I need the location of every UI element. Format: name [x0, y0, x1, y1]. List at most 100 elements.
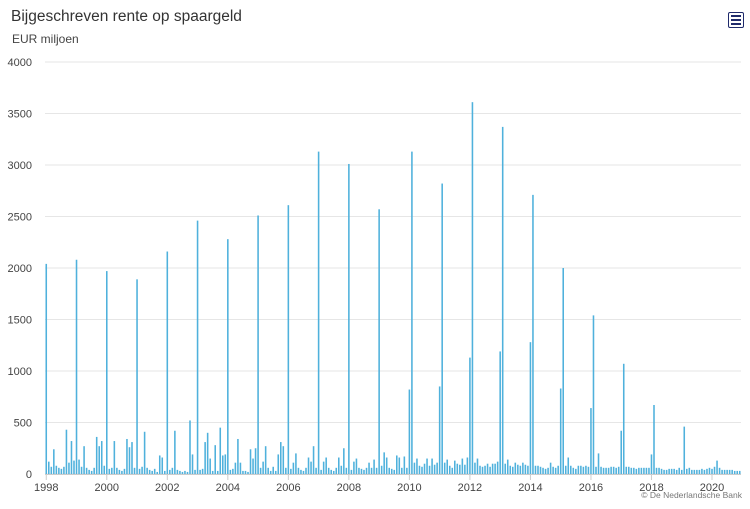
data-bar: [431, 458, 433, 474]
data-bar: [590, 408, 592, 474]
data-bar: [158, 455, 161, 474]
data-bar: [461, 458, 464, 474]
data-bar: [53, 449, 55, 474]
data-bar: [196, 220, 199, 474]
data-bar: [506, 459, 509, 474]
data-bar: [179, 470, 181, 474]
data-bar: [340, 465, 343, 474]
y-tick-label: 1500: [8, 315, 32, 327]
data-bar: [111, 467, 113, 474]
data-bar: [678, 467, 680, 474]
data-bar: [259, 467, 262, 474]
x-tick-label: 2016: [579, 482, 603, 494]
data-bar: [186, 471, 189, 474]
data-bar: [625, 466, 628, 474]
x-tick-label: 2004: [216, 482, 240, 494]
data-bar: [227, 239, 229, 474]
data-bar: [113, 441, 116, 474]
data-bar: [489, 466, 491, 474]
data-bar: [83, 446, 85, 474]
data-bar: [58, 467, 60, 474]
data-bar: [216, 470, 219, 474]
data-bar: [592, 315, 595, 474]
data-bar: [731, 469, 733, 474]
data-bar: [524, 464, 527, 474]
data-bar: [529, 342, 532, 474]
data-bar: [728, 469, 731, 474]
data-bar: [464, 464, 466, 474]
y-tick-label: 2500: [8, 212, 32, 224]
data-bar: [252, 458, 254, 474]
data-bar: [209, 458, 211, 474]
data-bar: [398, 457, 401, 474]
data-bar: [353, 461, 355, 474]
data-bar: [708, 467, 711, 474]
data-bar: [327, 467, 330, 474]
x-tick-label: 2018: [639, 482, 663, 494]
grid-lines: [45, 61, 741, 475]
data-bar: [658, 467, 660, 474]
x-tick-label: 2020: [700, 482, 724, 494]
data-bar: [663, 469, 665, 474]
data-bar: [630, 467, 633, 474]
data-bar: [285, 467, 287, 474]
data-bar: [718, 467, 721, 474]
data-bar: [423, 463, 426, 474]
data-bar: [75, 259, 78, 474]
data-bar: [363, 469, 365, 474]
data-bar: [575, 468, 577, 474]
data-bar: [660, 468, 663, 474]
hamburger-menu-icon[interactable]: [728, 12, 744, 28]
data-bar: [338, 457, 340, 474]
data-bar: [244, 470, 247, 474]
data-bar: [317, 151, 320, 475]
data-bar: [206, 432, 209, 474]
data-bar: [310, 461, 312, 474]
y-tick-label: 4000: [8, 57, 32, 69]
data-bar: [280, 442, 282, 474]
data-bar: [320, 469, 322, 474]
data-bar: [527, 465, 529, 474]
y-tick-label: 500: [14, 418, 32, 430]
data-bar: [332, 470, 335, 474]
data-bar: [224, 454, 227, 474]
data-bar: [615, 467, 617, 474]
data-bar: [312, 446, 315, 474]
data-bar: [612, 466, 615, 474]
data-bar: [645, 467, 648, 474]
data-bar: [693, 469, 696, 474]
data-bar: [222, 455, 224, 474]
data-bar: [350, 469, 353, 474]
data-bar: [501, 126, 504, 474]
x-tick-label: 2008: [337, 482, 361, 494]
data-bar: [164, 470, 166, 474]
data-bar: [670, 468, 673, 474]
data-bar: [211, 470, 214, 474]
data-bar: [106, 271, 108, 474]
data-bar: [174, 430, 176, 474]
data-bar: [668, 468, 670, 474]
data-bar: [292, 462, 295, 474]
data-bar: [655, 467, 658, 474]
data-bar: [68, 462, 70, 474]
data-bar: [126, 438, 128, 474]
y-tick-label: 3000: [8, 160, 32, 172]
data-bar: [100, 441, 103, 474]
y-tick-label: 0: [26, 469, 32, 481]
bar-series: [45, 102, 741, 475]
data-bar: [264, 446, 267, 474]
data-bar: [234, 462, 237, 474]
data-bar: [247, 471, 249, 474]
data-bar: [617, 466, 620, 474]
data-bar: [486, 463, 489, 474]
data-bar: [262, 461, 264, 474]
data-bar: [153, 468, 156, 474]
data-bar: [358, 467, 360, 474]
data-bar: [481, 466, 484, 474]
data-bar: [519, 465, 522, 474]
data-bar: [547, 467, 549, 474]
data-bar: [436, 462, 438, 474]
data-bar: [307, 457, 310, 474]
data-bar: [564, 465, 567, 474]
menu-line: [731, 15, 741, 17]
